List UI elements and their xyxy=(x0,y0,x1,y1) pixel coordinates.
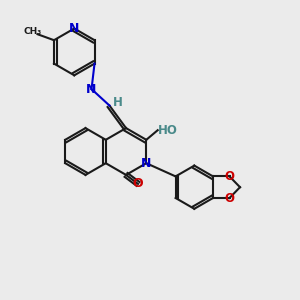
Text: HO: HO xyxy=(158,124,178,137)
Text: CH₃: CH₃ xyxy=(24,27,42,36)
Text: O: O xyxy=(224,191,235,205)
Text: O: O xyxy=(133,177,143,190)
Text: N: N xyxy=(86,82,97,96)
Text: O: O xyxy=(224,170,235,183)
Text: N: N xyxy=(141,157,152,170)
Text: H: H xyxy=(113,96,123,109)
Text: N: N xyxy=(69,22,80,35)
